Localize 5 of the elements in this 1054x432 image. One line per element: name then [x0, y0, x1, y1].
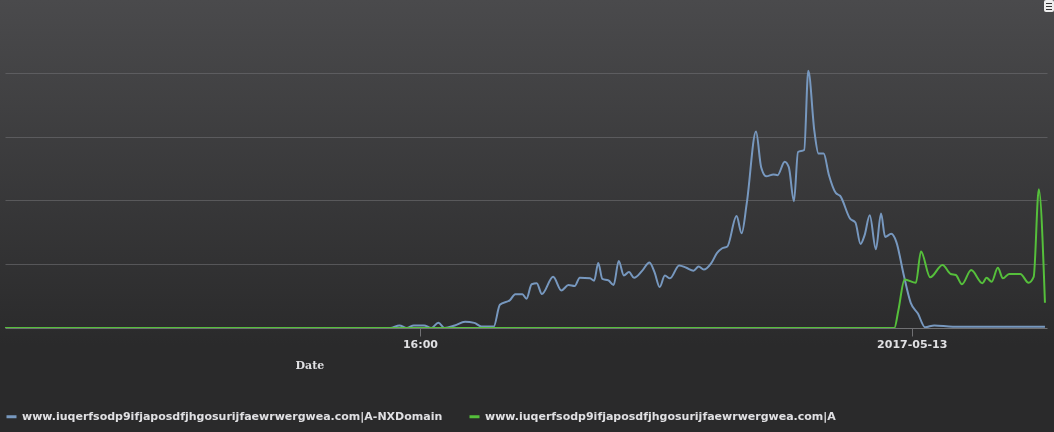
x-axis-title: Date: [295, 358, 325, 372]
legend-label: www.iuqerfsodp9ifjaposdfjhgosurijfaewrwergwea.com|A: [485, 409, 837, 423]
legend-label: www.iuqerfsodp9ifjaposdfjhgosurijfaewrwergwea.com|A-NXDomain: [22, 409, 443, 423]
x-tick-label: 16:00: [402, 337, 439, 351]
x-tick-label: 2017-05-13: [877, 337, 948, 351]
